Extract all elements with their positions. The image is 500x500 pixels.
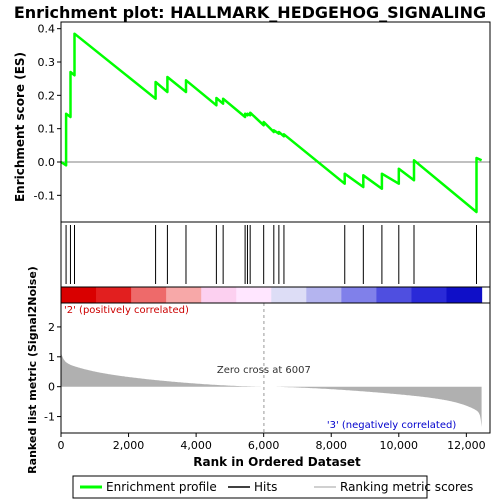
legend: Enrichment profile Hits Ranking metric sco… (72, 475, 473, 499)
x-tick-label: 2,000 (113, 439, 145, 452)
heatmap-segment (166, 287, 202, 303)
x-tick-label: 4,000 (180, 439, 212, 452)
heatmap-segment (411, 287, 448, 303)
es-tick-label: 0.0 (38, 156, 56, 169)
heatmap-segment (376, 287, 413, 303)
metric-tick-label: -1 (44, 411, 55, 424)
hits-frame (60, 221, 491, 288)
x-axis: 0 2,000 4,000 6,000 8,000 10,000 12,000 (58, 433, 486, 452)
es-tick-label: 0.2 (38, 89, 56, 102)
metric-tick-label: 1 (48, 351, 55, 364)
heatmap-segment (341, 287, 378, 303)
metric-axis-label: Ranked list metric (Signal2Noise) (26, 266, 39, 474)
metric-panel: -1 0 1 2 '2' (positively correlated) Zero cro… (44, 302, 491, 434)
x-tick-label: 12,000 (447, 439, 486, 452)
heatmap-segment (236, 287, 272, 303)
heatmap-segment (306, 287, 342, 303)
heatmap-segment (201, 287, 237, 303)
positive-correlation-label: '2' (positively correlated) (64, 305, 189, 316)
heatmap-segment (61, 287, 97, 303)
es-tick-label: 0.3 (38, 56, 56, 69)
x-tick-label: 8,000 (315, 439, 347, 452)
ranking-metric-area (61, 352, 482, 427)
negative-correlation-label: '3' (negatively correlated) (327, 420, 456, 431)
legend-entry-label: Enrichment profile (106, 480, 217, 494)
es-tick-label: 0.1 (38, 123, 56, 136)
zero-cross-label: Zero cross at 6007 (217, 365, 311, 376)
heatmap-segment (96, 287, 132, 303)
es-axis-label: Enrichment score (ES) (13, 52, 27, 202)
metric-frame (60, 302, 491, 434)
metric-tick-label: 2 (48, 321, 55, 334)
legend-entry-label: Hits (254, 480, 277, 494)
es-tick-label: -0.1 (34, 189, 55, 202)
metric-plot-area (61, 303, 490, 433)
hits-panel (60, 221, 491, 288)
heatmap-segment (131, 287, 167, 303)
heatmap-segment (271, 287, 307, 303)
es-plot-area (61, 22, 490, 222)
heatmap-bar (60, 286, 491, 304)
x-tick-label: 6,000 (248, 439, 280, 452)
chart-title: Enrichment plot: HALLMARK_HEDGEHOG_SIGNA… (14, 3, 486, 22)
es-panel: -0.1 0.0 0.1 0.2 0.3 0.4 (34, 21, 491, 223)
x-tick-label: 0 (58, 439, 65, 452)
legend-entry-label: Ranking metric scores (340, 480, 473, 494)
es-tick-label: 0.4 (38, 23, 56, 36)
metric-tick-label: 0 (48, 381, 55, 394)
heatmap-segment (446, 287, 483, 303)
enrichment-profile-line (60, 32, 483, 214)
x-tick-label: 10,000 (380, 439, 419, 452)
x-axis-label: Rank in Ordered Dataset (193, 455, 361, 469)
